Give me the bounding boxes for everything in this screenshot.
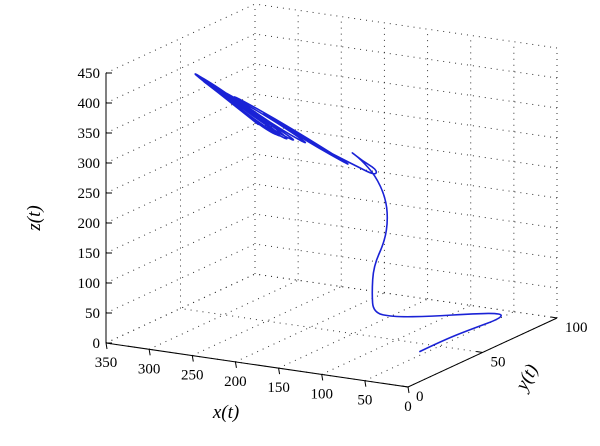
grid-line bbox=[254, 93, 558, 139]
grid-line bbox=[254, 123, 558, 169]
grid-line bbox=[180, 308, 483, 353]
grid-line bbox=[254, 183, 558, 229]
grid-line bbox=[192, 286, 342, 357]
axes-layer bbox=[105, 72, 558, 394]
z-tick-label: 50 bbox=[85, 306, 100, 322]
grid-line bbox=[254, 243, 558, 289]
y-tick bbox=[550, 316, 558, 319]
x-tick-label: 50 bbox=[357, 393, 372, 409]
x-tick bbox=[191, 355, 194, 362]
z-tick-label: 150 bbox=[78, 246, 101, 262]
x-tick bbox=[364, 380, 367, 387]
x-axis-label: x(t) bbox=[212, 402, 239, 423]
z-tick-label: 350 bbox=[78, 126, 101, 142]
grid-line bbox=[278, 298, 428, 369]
grid-line bbox=[254, 273, 558, 319]
x-tick bbox=[148, 349, 151, 356]
x-tick bbox=[407, 386, 410, 394]
x-tick-label: 300 bbox=[138, 361, 161, 377]
x-tick-label: 150 bbox=[267, 380, 290, 396]
grid-line bbox=[105, 3, 256, 74]
series-layer bbox=[194, 73, 502, 353]
x-tick-label: 350 bbox=[95, 355, 118, 371]
z-tick-label: 0 bbox=[93, 336, 101, 352]
x-axis-line bbox=[105, 342, 409, 388]
grid-line bbox=[254, 63, 558, 109]
x-tick bbox=[105, 342, 108, 350]
grid-line bbox=[254, 273, 558, 319]
grid-line bbox=[148, 279, 299, 350]
y-tick-label: 50 bbox=[491, 355, 506, 371]
trajectory-line bbox=[194, 73, 502, 353]
x-tick-label: 100 bbox=[310, 386, 333, 402]
z-axis-label: z(t) bbox=[24, 205, 45, 231]
grid-line bbox=[254, 153, 558, 199]
x-tick-label: 0 bbox=[404, 399, 412, 415]
y-tick-label: 100 bbox=[565, 320, 588, 336]
y-tick-label: 0 bbox=[416, 389, 424, 405]
grid-line bbox=[254, 213, 558, 259]
x-tick bbox=[234, 361, 237, 368]
grid-line bbox=[254, 33, 558, 79]
y-axis-label: y(t) bbox=[511, 361, 543, 396]
grid-line bbox=[254, 3, 558, 49]
x-tick-label: 200 bbox=[224, 374, 247, 390]
y-tick bbox=[476, 351, 483, 353]
z-tick-label: 100 bbox=[78, 276, 101, 292]
y-tick bbox=[401, 385, 409, 388]
grid-layer bbox=[105, 3, 558, 388]
x-tick bbox=[278, 368, 281, 375]
z-tick-label: 250 bbox=[78, 186, 101, 202]
z-tick-label: 400 bbox=[78, 96, 101, 112]
labels-layer: 0 50 100 150 200 250 300 350 400 450 350 300 250 200 1… bbox=[78, 66, 588, 415]
z-tick-label: 200 bbox=[78, 216, 101, 232]
z-tick-label: 300 bbox=[78, 156, 101, 172]
z-tick-label: 450 bbox=[78, 66, 101, 82]
x-tick-label: 250 bbox=[181, 368, 204, 384]
x-tick bbox=[321, 374, 324, 381]
